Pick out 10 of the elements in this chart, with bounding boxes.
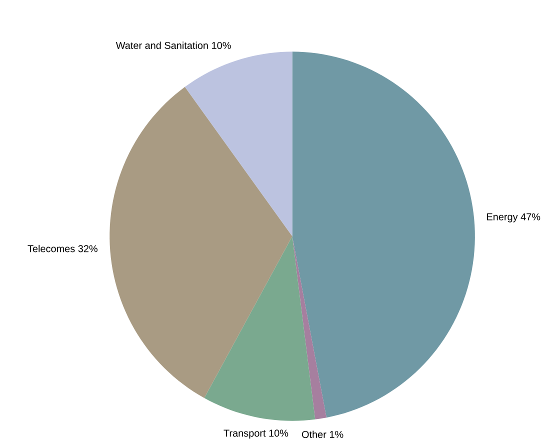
slice-label: Energy xyxy=(487,213,518,222)
slice-label: Other xyxy=(302,430,326,438)
data-label: 47% xyxy=(520,213,540,220)
data-label: 1% xyxy=(330,431,344,438)
data-label: 10% xyxy=(269,430,288,437)
slice-label: Transport xyxy=(224,430,266,439)
slice-label: Water and Sanitation xyxy=(116,42,208,49)
data-label: 10% xyxy=(212,42,231,49)
slice-label: Telecomes xyxy=(28,244,75,252)
data-label: 32% xyxy=(78,245,98,252)
